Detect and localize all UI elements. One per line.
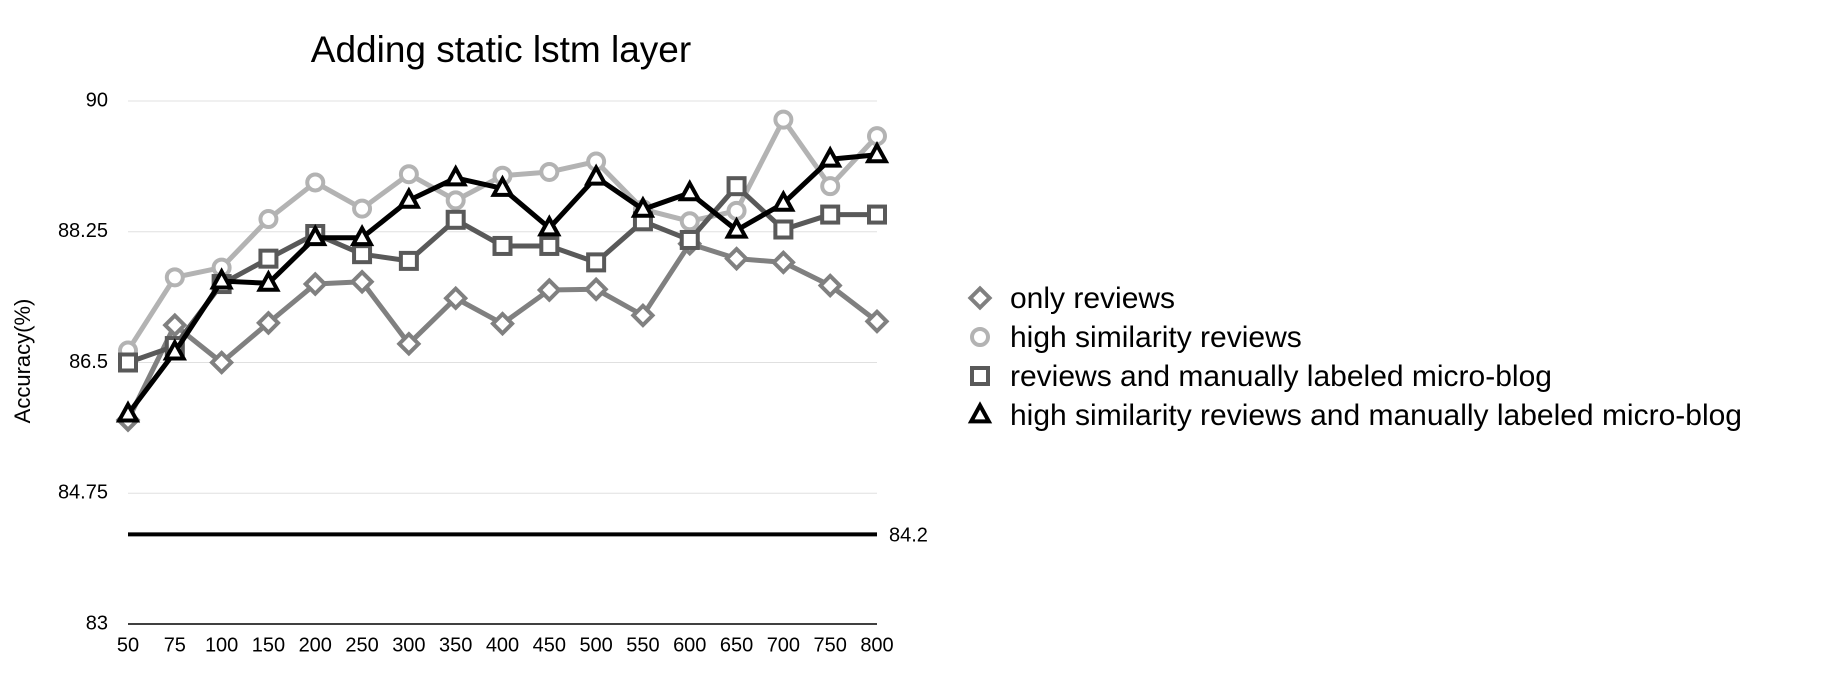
marker <box>258 209 279 230</box>
marker <box>820 176 841 197</box>
marker <box>118 352 138 373</box>
x-tick-label: 300 <box>392 634 425 656</box>
marker <box>162 312 188 338</box>
marker <box>305 172 326 193</box>
legend-marker <box>967 401 993 424</box>
marker <box>209 350 235 375</box>
x-tick-label: 400 <box>486 634 519 656</box>
marker <box>724 216 749 239</box>
marker <box>443 164 468 187</box>
chart-title: Adding static lstm layer <box>311 29 691 70</box>
marker <box>536 277 562 303</box>
marker <box>490 174 515 197</box>
marker <box>820 204 841 225</box>
marker <box>771 189 796 212</box>
legend-marker <box>967 285 993 311</box>
x-tick-label: 50 <box>117 634 139 656</box>
marker <box>864 141 890 164</box>
marker <box>773 109 794 130</box>
marker <box>630 195 656 218</box>
marker <box>352 198 373 219</box>
x-tick-label: 350 <box>439 634 472 656</box>
x-tick-label: 250 <box>345 634 378 656</box>
marker <box>164 267 185 288</box>
marker <box>349 269 375 295</box>
x-tick-label: 550 <box>626 634 659 656</box>
marker <box>445 209 466 230</box>
x-tick-label: 450 <box>533 634 566 656</box>
marker <box>583 276 609 302</box>
x-tick-label: 650 <box>720 634 753 656</box>
marker <box>724 246 749 272</box>
marker <box>770 249 796 275</box>
marker <box>818 145 843 168</box>
marker <box>303 223 328 247</box>
x-tick-label: 75 <box>164 634 186 656</box>
marker <box>583 163 609 186</box>
x-tick-label: 600 <box>673 634 706 656</box>
marker <box>817 273 843 298</box>
x-tick-label: 700 <box>767 634 800 656</box>
y-tick-label: 90 <box>86 89 108 111</box>
x-tick-label: 200 <box>299 634 332 656</box>
marker <box>256 269 281 292</box>
legend-marker <box>970 366 990 386</box>
marker <box>398 250 419 271</box>
y-tick-label: 83 <box>86 612 108 634</box>
legend-label: reviews and manually labeled micro-blog <box>1010 360 1552 393</box>
marker <box>539 161 560 182</box>
legend-label: high similarity reviews and manually lab… <box>1010 399 1742 432</box>
marker <box>677 179 702 202</box>
x-tick-label: 500 <box>579 634 612 656</box>
y-axis-label: Accuracy(%) <box>10 299 35 424</box>
marker <box>773 219 794 240</box>
marker <box>492 235 513 256</box>
x-tick-label: 800 <box>860 634 893 656</box>
legend-marker <box>970 327 990 347</box>
marker <box>539 235 560 256</box>
x-tick-label: 150 <box>252 634 285 656</box>
baseline-label: 84.2 <box>889 525 928 547</box>
y-tick-label: 88.25 <box>58 220 108 242</box>
y-tick-label: 86.5 <box>69 351 108 373</box>
legend-label: only reviews <box>1010 282 1175 315</box>
marker <box>586 252 607 273</box>
marker <box>396 331 422 357</box>
legend-label: high similarity reviews <box>1010 321 1302 354</box>
marker <box>537 214 562 237</box>
marker <box>679 229 700 250</box>
marker <box>396 186 422 209</box>
marker <box>162 338 187 361</box>
x-tick-label: 100 <box>205 634 238 656</box>
marker <box>352 244 373 265</box>
marker <box>443 285 469 311</box>
y-tick-label: 84.75 <box>58 482 108 504</box>
marker <box>398 164 419 185</box>
marker <box>349 223 375 247</box>
marker <box>256 310 281 336</box>
marker <box>115 400 141 423</box>
marker <box>867 204 887 225</box>
marker <box>864 308 890 334</box>
marker <box>445 190 466 211</box>
marker <box>630 303 656 328</box>
marker <box>258 248 279 269</box>
marker <box>726 176 747 197</box>
marker <box>209 267 234 290</box>
marker <box>302 271 328 297</box>
marker <box>490 311 515 337</box>
marker <box>679 211 700 232</box>
x-tick-label: 750 <box>814 634 847 656</box>
marker <box>726 200 747 221</box>
